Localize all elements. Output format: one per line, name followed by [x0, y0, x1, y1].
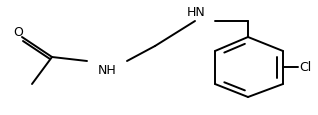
Text: Cl: Cl [299, 61, 311, 74]
Text: HN: HN [187, 5, 205, 18]
Text: O: O [13, 25, 23, 38]
Text: NH: NH [98, 63, 116, 76]
